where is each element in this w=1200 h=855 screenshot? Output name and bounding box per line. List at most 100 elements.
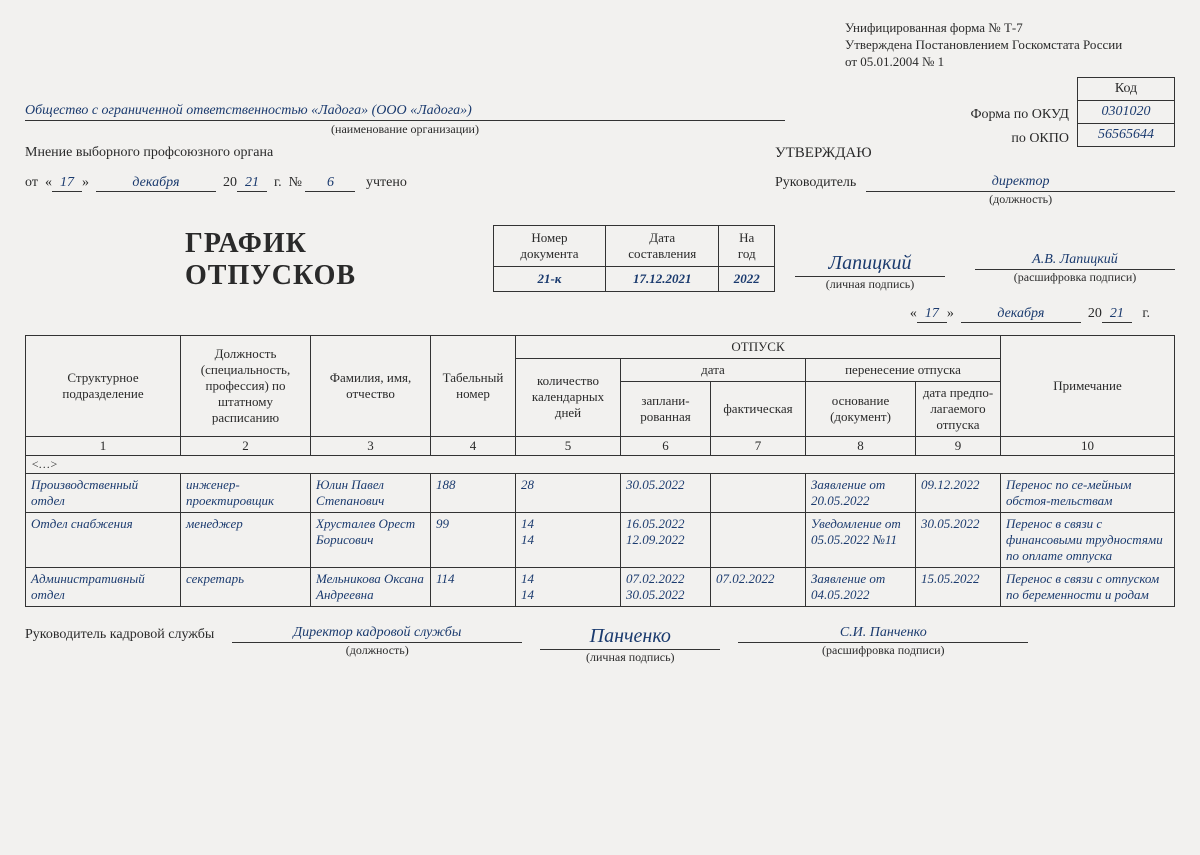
table-cell [711,512,806,567]
opinion-num: 6 [305,175,355,192]
meta-h3: На год [719,225,775,266]
footer-sig-sub: (личная подпись) [586,650,675,665]
footer-position-sub: (должность) [346,643,409,658]
th-date: дата [621,358,806,381]
meta-v2: 17.12.2021 [605,266,719,291]
okud-label: Форма по ОКУД [970,103,1069,127]
organization-name: Общество с ограниченной ответственностью… [25,103,785,121]
okud-value: 0301020 [1078,100,1175,123]
table-cell: 114 [431,567,516,606]
th-6: заплани-рованная [621,381,711,436]
table-cell: 09.12.2022 [916,473,1001,512]
table-cell: Уведомление от 05.05.2022 №11 [806,512,916,567]
code-table: Код 0301020 56565644 [1077,77,1175,147]
document-meta-table: Номер документа Дата составления На год … [493,225,775,292]
table-cell: 07.02.2022 30.05.2022 [621,567,711,606]
th-5: количество календарных дней [516,358,621,436]
table-cell: 30.05.2022 [621,473,711,512]
table-row: Административный отделсекретарьМельников… [26,567,1175,606]
table-cell: Заявление от 04.05.2022 [806,567,916,606]
table-cell: 15.05.2022 [916,567,1001,606]
approve-year-prefix: 20 [1088,306,1102,321]
table-cell: Производственный отдел [26,473,181,512]
opinion-from: от [25,175,38,190]
table-cell: Заявление от 20.05.2022 [806,473,916,512]
approve-month: декабря [961,306,1081,323]
opinion-day: 17 [52,175,82,192]
footer-signature: Панченко [540,625,720,650]
approve-year: 21 [1102,306,1132,323]
opinion-year-prefix: 20 [223,175,237,190]
meta-v3: 2022 [719,266,775,291]
approve-name: А.В. Лапицкий [975,252,1175,270]
meta-h1: Номер документа [493,225,605,266]
th-9: дата предпо-лагаемого отпуска [916,381,1001,436]
table-cell: Хрусталев Орест Борисович [311,512,431,567]
table-cell: 14 14 [516,567,621,606]
document-title: ГРАФИК ОТПУСКОВ [185,228,473,292]
okpo-value: 56565644 [1078,123,1175,146]
approve-sig-sub: (личная подпись) [826,277,915,292]
approve-block: УТВЕРЖДАЮ Руководитель директор (должнос… [775,145,1175,207]
table-cell: Юлин Павел Степанович [311,473,431,512]
vacation-schedule-table: Структурное подразделение Должность (спе… [25,335,1175,607]
form-header-note: Унифицированная форма № Т-7 Утверждена П… [845,20,1175,71]
th-transfer: перенесение отпуска [806,358,1001,381]
union-opinion-block: Мнение выборного профсоюзного органа от … [25,145,585,207]
table-cell: Перенос в связи с финансовыми трудностям… [1001,512,1175,567]
opinion-month: декабря [96,175,216,192]
opinion-num-label: № [289,175,302,190]
table-cell: 16.05.2022 12.09.2022 [621,512,711,567]
footer-label: Руководитель кадровой службы [25,625,214,643]
th-1: Структурное подразделение [26,335,181,436]
meta-h2: Дата составления [605,225,719,266]
footer-signature-block: Руководитель кадровой службы Директор ка… [25,625,1175,665]
th-10: Примечание [1001,335,1175,436]
organization-sublabel: (наименование организации) [25,122,785,137]
approve-g: г. [1142,306,1150,321]
table-cell: Отдел снабжения [26,512,181,567]
approve-head-label: Руководитель [775,174,856,191]
organization-line: Общество с ограниченной ответственностью… [25,103,785,137]
th-8: основание (документ) [806,381,916,436]
table-cell: 99 [431,512,516,567]
meta-v1: 21-к [493,266,605,291]
column-number-row: 12345678910 [26,436,1175,455]
th-7: фактическая [711,381,806,436]
th-3: Фамилия, имя, отчество [311,335,431,436]
table-cell: 188 [431,473,516,512]
table-cell: менеджер [181,512,311,567]
opinion-g: г. [274,175,282,190]
opinion-title: Мнение выборного профсоюзного органа [25,145,585,161]
approve-name-sub: (расшифровка подписи) [1014,270,1137,285]
th-2: Должность (специальность, профессия) по … [181,335,311,436]
th-otpusk: ОТПУСК [516,335,1001,358]
table-cell: 14 14 [516,512,621,567]
note-line-1: Унифицированная форма № Т-7 [845,20,1175,37]
ellipsis: <…> [26,455,1175,473]
table-cell: инженер-проектировщик [181,473,311,512]
approve-date-line: «17» декабря 2021 г. [25,306,1175,323]
table-cell: Административный отдел [26,567,181,606]
approve-day: 17 [917,306,947,323]
note-line-2: Утверждена Постановлением Госкомстата Ро… [845,37,1175,54]
approve-position: директор [866,174,1175,192]
table-cell: секретарь [181,567,311,606]
opinion-accounted: учтено [366,175,407,190]
table-row: Отдел снабженияменеджерХрусталев Орест Б… [26,512,1175,567]
table-cell: Перенос по се-мейным обстоя-тельствам [1001,473,1175,512]
approve-position-sub: (должность) [989,192,1052,207]
th-4: Табельный номер [431,335,516,436]
opinion-year: 21 [237,175,267,192]
note-line-3: от 05.01.2004 № 1 [845,54,1175,71]
approve-title: УТВЕРЖДАЮ [775,145,1175,162]
table-cell: Перенос в связи с отпуском по беременнос… [1001,567,1175,606]
footer-position: Директор кадровой службы [232,625,522,643]
footer-name: С.И. Панченко [738,625,1028,643]
code-header: Код [1078,77,1175,100]
approve-signature: Лапицкий [795,252,945,277]
table-cell: 28 [516,473,621,512]
table-row: Производственный отделинженер-проектиров… [26,473,1175,512]
table-cell: Мельникова Оксана Андреевна [311,567,431,606]
table-cell [711,473,806,512]
